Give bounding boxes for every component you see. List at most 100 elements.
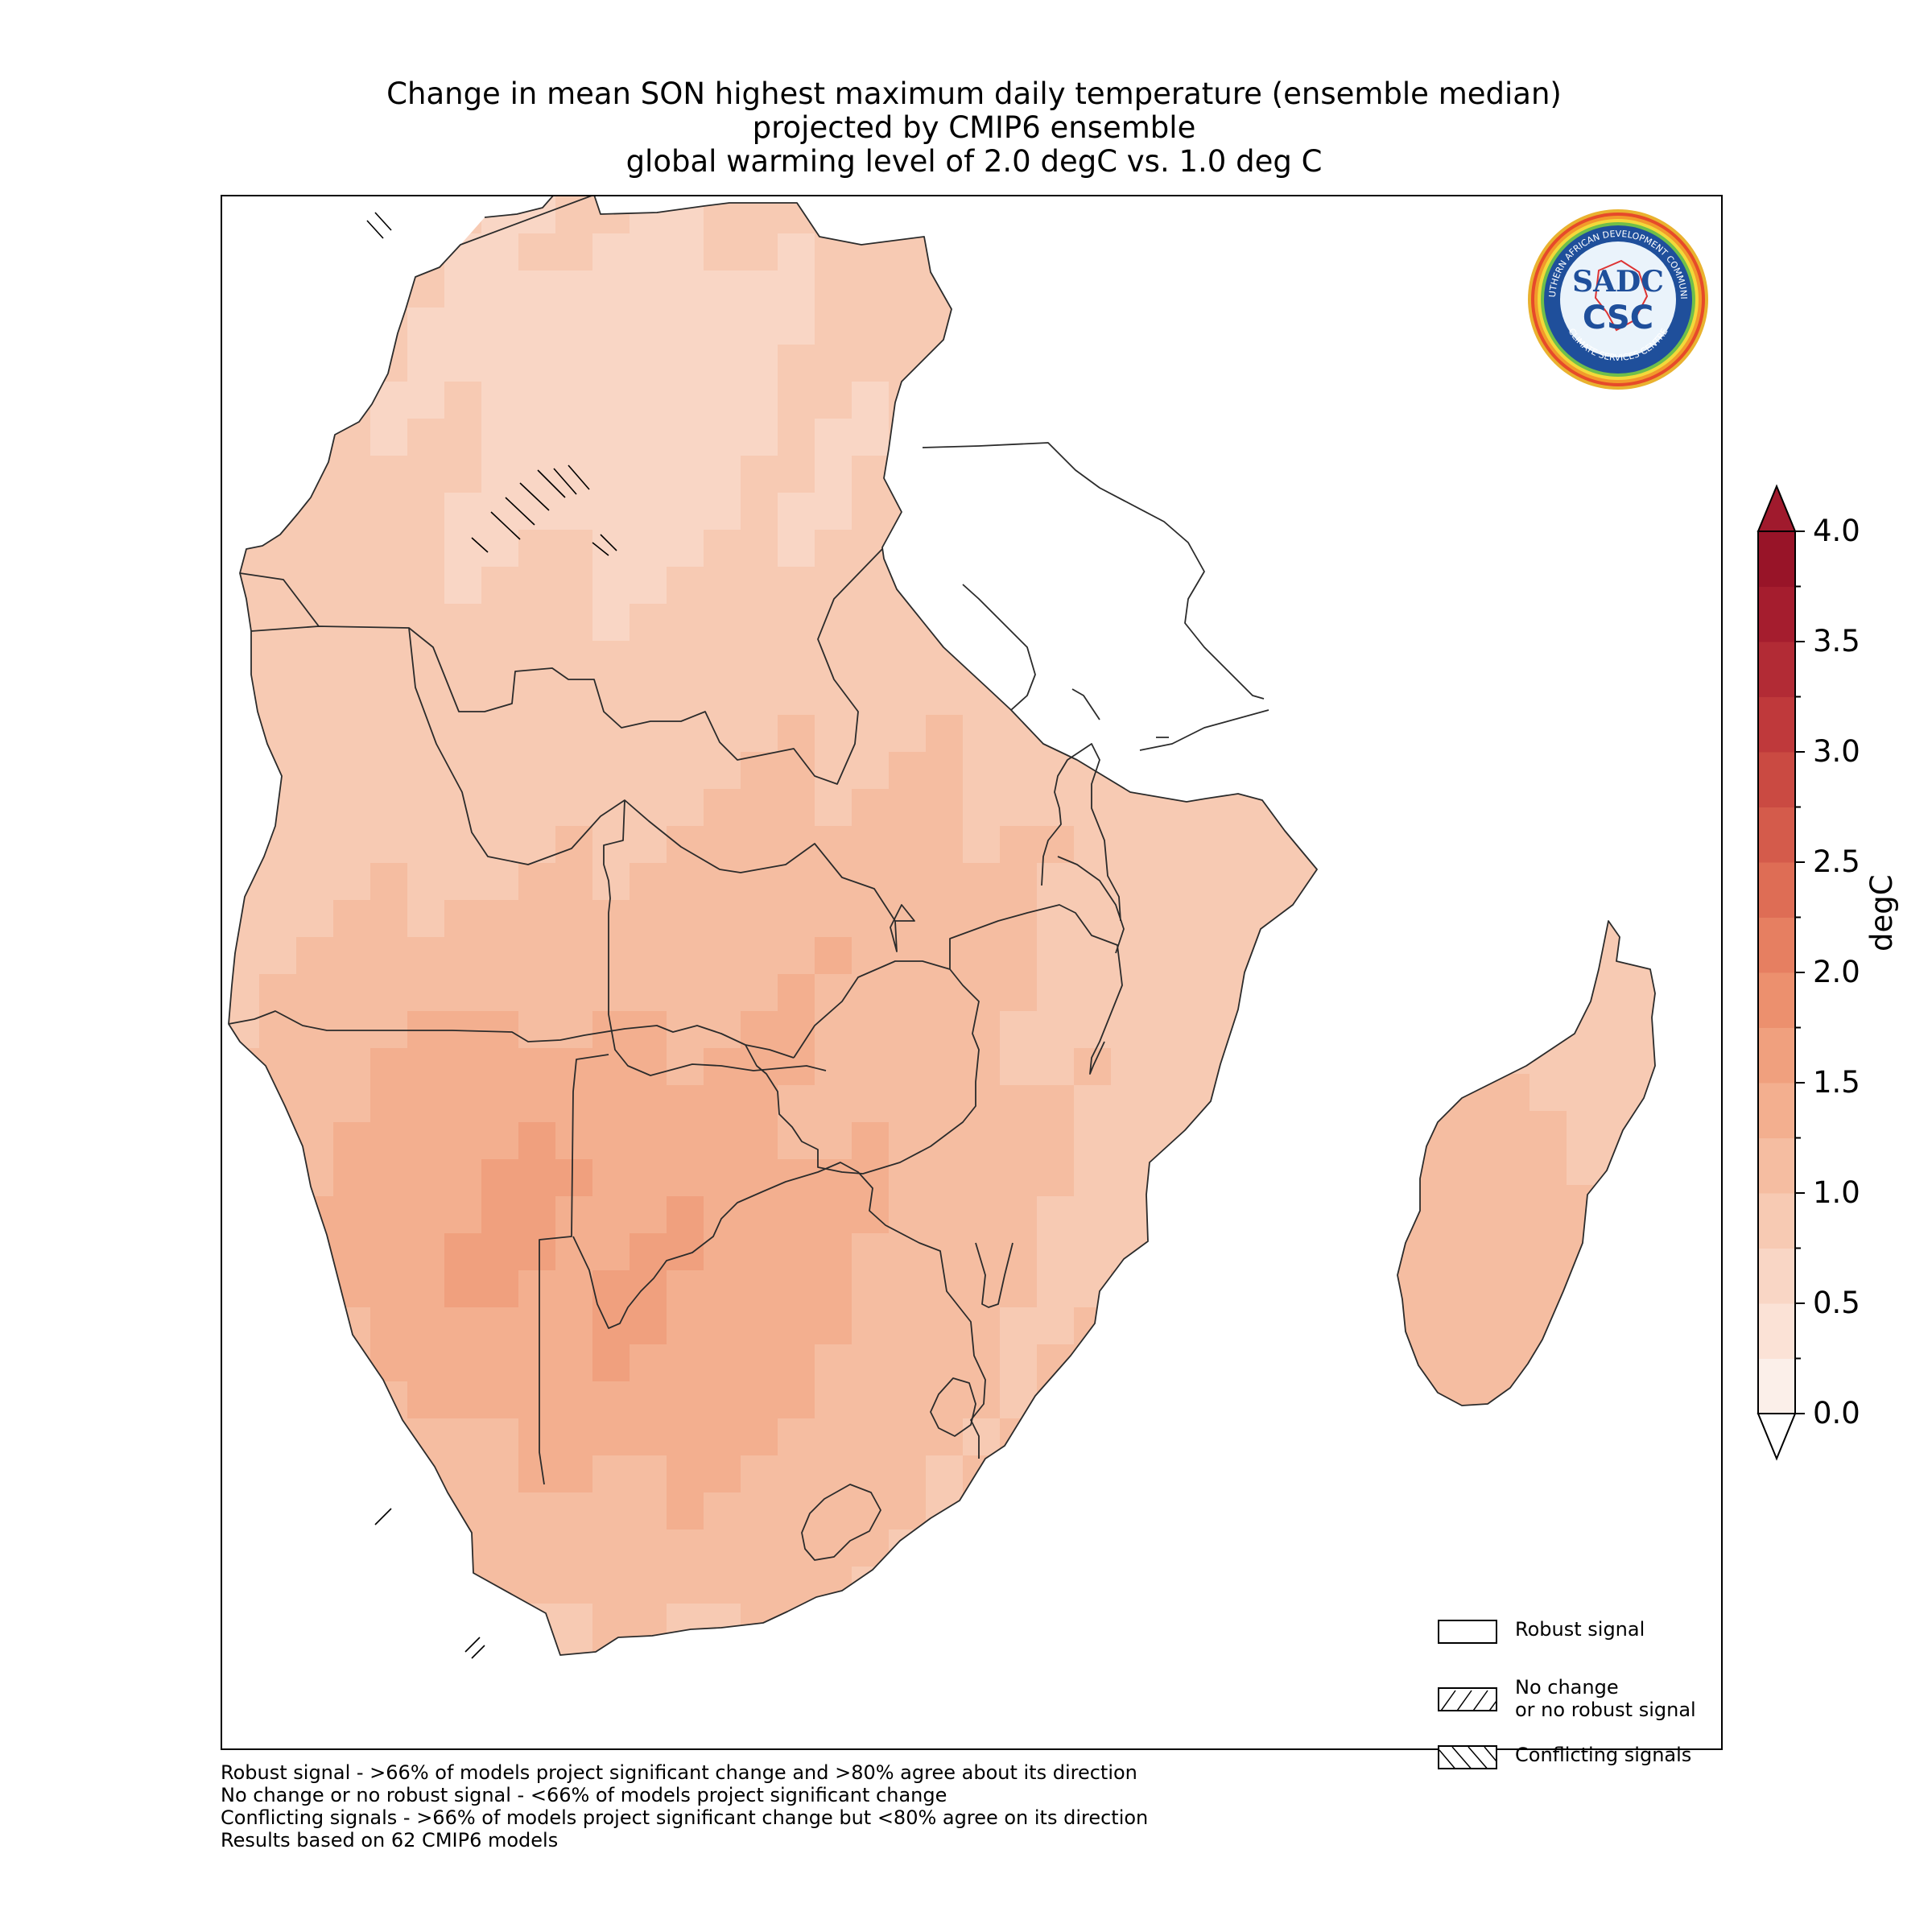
grid-cell — [370, 1641, 408, 1655]
grid-cell — [741, 900, 778, 938]
grid-cell — [741, 270, 778, 308]
grid-cell — [481, 752, 519, 790]
grid-cell — [889, 974, 927, 1012]
grid-cell — [370, 789, 408, 827]
grid-cell — [1492, 1370, 1530, 1406]
grid-cell — [296, 1418, 334, 1456]
grid-cell — [815, 493, 852, 530]
grid-cell — [778, 863, 815, 901]
grid-cell — [592, 1455, 630, 1493]
grid-cell — [259, 1641, 297, 1655]
grid-cell — [889, 1381, 927, 1419]
grid-cell — [741, 715, 778, 753]
grid-cell — [1259, 752, 1297, 790]
grid-cell — [407, 196, 445, 234]
grid-cell — [481, 974, 519, 1012]
grid-cell — [333, 456, 371, 493]
grid-cell — [1037, 1159, 1075, 1197]
grid-cell — [1185, 196, 1223, 234]
grid-cell — [444, 1492, 482, 1530]
grid-cell — [1000, 1085, 1038, 1123]
grid-cell — [333, 1715, 371, 1750]
grid-cell — [259, 1344, 297, 1382]
grid-cell — [741, 1085, 778, 1123]
grid-cell — [1333, 1270, 1371, 1308]
grid-cell — [481, 937, 519, 975]
colorbar-tick-label: 3.0 — [1813, 734, 1860, 769]
grid-cell — [1111, 678, 1149, 716]
grid-cell — [555, 308, 593, 345]
grid-cell — [815, 196, 852, 234]
grid-cell — [1000, 1678, 1038, 1715]
grid-cell — [1296, 1048, 1317, 1086]
grid-cell — [1333, 493, 1371, 530]
grid-cell — [1259, 196, 1297, 234]
grid-cell — [1074, 1011, 1112, 1049]
grid-cell — [963, 1122, 1001, 1160]
grid-cell — [259, 1715, 297, 1750]
grid-cell — [630, 1048, 667, 1086]
grid-cell — [1530, 1074, 1567, 1112]
grid-cell — [370, 1085, 408, 1123]
grid-cell — [778, 900, 815, 938]
grid-cell — [1333, 308, 1371, 345]
grid-cell — [229, 1567, 260, 1604]
grid-cell — [1222, 456, 1260, 493]
grid-cell — [407, 1381, 445, 1419]
grid-cell — [296, 715, 334, 753]
grid-cell — [852, 752, 890, 790]
grid-cell — [1074, 345, 1112, 382]
grid-cell — [592, 1122, 630, 1160]
grid-cell — [555, 1641, 593, 1655]
grid-cell — [1492, 1037, 1530, 1075]
grid-cell — [1333, 1196, 1371, 1234]
grid-cell — [1455, 963, 1493, 1001]
grid-cell — [1222, 233, 1260, 271]
grid-cell — [592, 270, 630, 308]
grid-cell — [1530, 926, 1567, 964]
grid-cell — [815, 937, 852, 975]
grid-cell — [555, 1159, 593, 1197]
grid-cell — [852, 270, 890, 308]
grid-cell — [407, 1344, 445, 1382]
grid-cell — [370, 456, 408, 493]
grid-cell — [444, 974, 482, 1012]
grid-cell — [1037, 1085, 1075, 1123]
grid-cell — [229, 863, 260, 901]
grid-cell — [889, 1270, 927, 1308]
grid-cell — [630, 196, 667, 234]
grid-cell — [1259, 1048, 1297, 1086]
grid-cell — [1259, 974, 1297, 1012]
grid-cell — [1037, 1492, 1075, 1530]
grid-cell — [1333, 1159, 1371, 1197]
grid-cell — [296, 1604, 334, 1641]
grid-cell — [555, 1307, 593, 1345]
grid-cell — [741, 308, 778, 345]
grid-cell — [815, 1085, 852, 1123]
grid-cell — [229, 1604, 260, 1641]
grid-cell — [1418, 1037, 1456, 1075]
grid-cell — [963, 1418, 1001, 1456]
grid-cell — [1185, 1085, 1223, 1123]
border-angola-zambia — [603, 799, 827, 1076]
grid-cell — [1381, 1407, 1419, 1445]
grid-cell — [1037, 1715, 1075, 1750]
grid-cell — [407, 1048, 445, 1086]
grid-cell — [1333, 1604, 1371, 1641]
grid-cell — [778, 456, 815, 493]
grid-cell — [481, 826, 519, 864]
grid-cell — [1037, 974, 1075, 1012]
grid-cell — [1148, 1344, 1186, 1382]
grid-cell — [1111, 641, 1149, 679]
grid-cell — [630, 1085, 667, 1123]
grid-cell — [229, 1048, 260, 1086]
grid-cell — [444, 1567, 482, 1604]
legend-label-conflicting: Conflicting signals — [1515, 1744, 1692, 1766]
grid-cell — [1333, 567, 1371, 605]
grid-cell — [1111, 270, 1149, 308]
grid-cell — [1296, 1455, 1317, 1493]
grid-cell — [259, 641, 297, 679]
grid-cell — [333, 974, 371, 1012]
grid-cell — [741, 530, 778, 568]
colorbar-segment — [1758, 586, 1795, 642]
